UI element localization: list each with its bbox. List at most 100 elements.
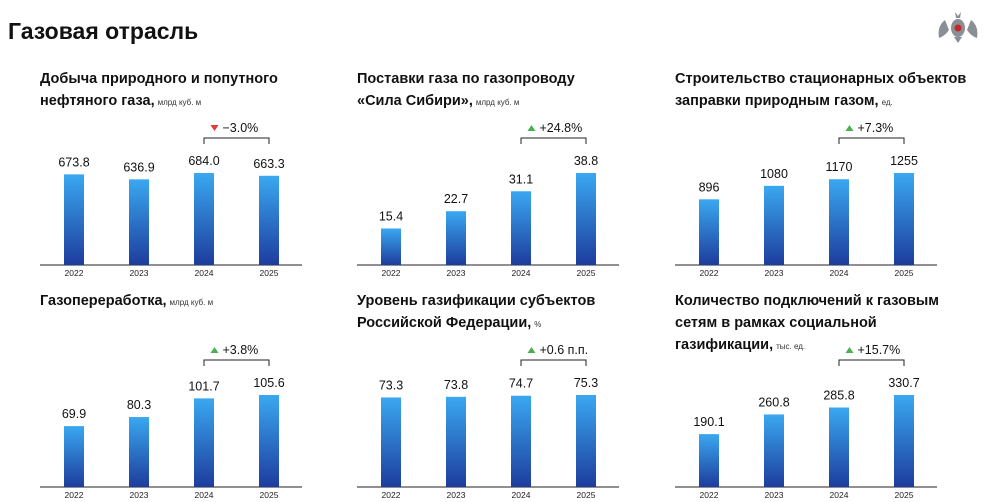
x-tick-label: 2023 xyxy=(765,490,784,500)
bar xyxy=(699,434,719,487)
bar xyxy=(64,174,84,265)
value-label: 15.4 xyxy=(379,209,403,223)
bar xyxy=(764,185,784,265)
value-label: 73.3 xyxy=(379,378,403,392)
value-label: 22.7 xyxy=(444,192,468,206)
unit: млрд куб. м xyxy=(475,98,520,107)
x-tick-label: 2022 xyxy=(382,268,401,278)
title-text: Добыча природного и попутного xyxy=(40,71,278,87)
chart-title: Газопереработка, млрд куб. м xyxy=(40,290,213,314)
x-tick-label: 2025 xyxy=(895,490,914,500)
change-label: +15.7% xyxy=(858,343,901,357)
value-label: 1255 xyxy=(890,154,918,168)
title-text: Количество подключений к газовым xyxy=(675,293,940,309)
x-tick-label: 2024 xyxy=(195,490,214,500)
x-tick-label: 2022 xyxy=(65,490,84,500)
unit: млрд куб. м xyxy=(169,298,214,307)
value-label: 896 xyxy=(699,180,720,194)
page-title: Газовая отрасль xyxy=(8,18,199,44)
change-bracket xyxy=(520,137,587,144)
bar xyxy=(129,417,149,487)
x-tick-label: 2022 xyxy=(700,268,719,278)
chart-title: Поставки газа по газопроводу «Сила Сибири… xyxy=(357,68,575,114)
x-tick-label: 2025 xyxy=(577,490,596,500)
x-tick-label: 2024 xyxy=(512,490,531,500)
value-label: 684.0 xyxy=(188,154,219,168)
change-label: +7.3% xyxy=(858,121,894,135)
value-label: 1080 xyxy=(760,167,788,181)
change-label: −3.0% xyxy=(223,121,259,135)
title-text: Строительство стационарных объектов xyxy=(675,71,967,87)
x-tick-label: 2023 xyxy=(447,268,466,278)
x-tick-label: 2023 xyxy=(447,490,466,500)
x-tick-label: 2025 xyxy=(260,268,279,278)
change-bracket xyxy=(203,359,270,366)
bar xyxy=(194,173,214,265)
change-marker xyxy=(845,125,854,131)
value-label: 260.8 xyxy=(758,395,789,409)
bar xyxy=(129,179,149,265)
x-tick-label: 2023 xyxy=(130,490,149,500)
value-label: 105.6 xyxy=(253,376,284,390)
title-text: заправки природным газом, xyxy=(675,93,879,109)
change-bracket xyxy=(520,359,587,366)
title-line: Уровень газификации субъектов xyxy=(357,290,595,312)
chart-title: Строительство стационарных объектов запра… xyxy=(675,68,966,114)
change-marker xyxy=(527,347,536,353)
bar xyxy=(576,173,596,265)
logo xyxy=(938,12,978,43)
title-line: Газопереработка, млрд куб. м xyxy=(40,290,213,314)
title-line: нефтяного газа, млрд куб. м xyxy=(40,90,278,114)
title-line: Российской Федерации,% xyxy=(357,312,595,336)
value-label: 663.3 xyxy=(253,157,284,171)
title-line: «Сила Сибири», млрд куб. м xyxy=(357,90,575,114)
change-marker xyxy=(527,125,536,131)
bar xyxy=(259,395,279,487)
change-bracket xyxy=(838,137,905,144)
value-label: 73.8 xyxy=(444,378,468,392)
chart-title: Добыча природного и попутного нефтяного г… xyxy=(40,68,278,114)
title-text: Уровень газификации субъектов xyxy=(357,293,596,309)
title-text: нефтяного газа, xyxy=(40,93,155,109)
x-tick-label: 2025 xyxy=(260,490,279,500)
value-label: 80.3 xyxy=(127,398,151,412)
x-tick-label: 2022 xyxy=(382,490,401,500)
x-tick-label: 2024 xyxy=(195,268,214,278)
bar xyxy=(829,407,849,487)
change-label: +0.6 п.п. xyxy=(540,343,589,357)
title-text: газификации, xyxy=(675,337,774,353)
title-text: Газопереработка, xyxy=(40,293,167,309)
bar xyxy=(894,173,914,265)
chart-title: Уровень газификации субъектов Российской … xyxy=(357,290,595,336)
value-label: 31.1 xyxy=(509,172,533,186)
change-bracket xyxy=(203,137,270,144)
bar xyxy=(381,397,401,487)
change-marker xyxy=(210,347,219,353)
x-tick-label: 2024 xyxy=(830,268,849,278)
bar xyxy=(894,395,914,487)
x-tick-label: 2025 xyxy=(577,268,596,278)
x-tick-label: 2022 xyxy=(65,268,84,278)
value-label: 285.8 xyxy=(823,388,854,402)
title-line: сетям в рамках социальной xyxy=(675,312,939,334)
bar xyxy=(446,396,466,487)
title-text: Российской Федерации, xyxy=(357,315,532,331)
bar xyxy=(511,191,531,265)
bar xyxy=(511,395,531,487)
x-tick-label: 2023 xyxy=(765,268,784,278)
change-label: +24.8% xyxy=(540,121,583,135)
unit: ед. xyxy=(881,98,893,107)
value-label: 330.7 xyxy=(888,376,919,390)
value-label: 1170 xyxy=(826,160,853,174)
bar xyxy=(259,175,279,265)
bar xyxy=(381,228,401,265)
value-label: 38.8 xyxy=(574,154,598,168)
chart-title: Количество подключений к газовым сетям в … xyxy=(675,290,939,358)
x-tick-label: 2024 xyxy=(512,268,531,278)
bar xyxy=(64,426,84,487)
title-line: заправки природным газом, ед. xyxy=(675,90,966,114)
bar xyxy=(194,398,214,487)
value-label: 190.1 xyxy=(693,415,724,429)
